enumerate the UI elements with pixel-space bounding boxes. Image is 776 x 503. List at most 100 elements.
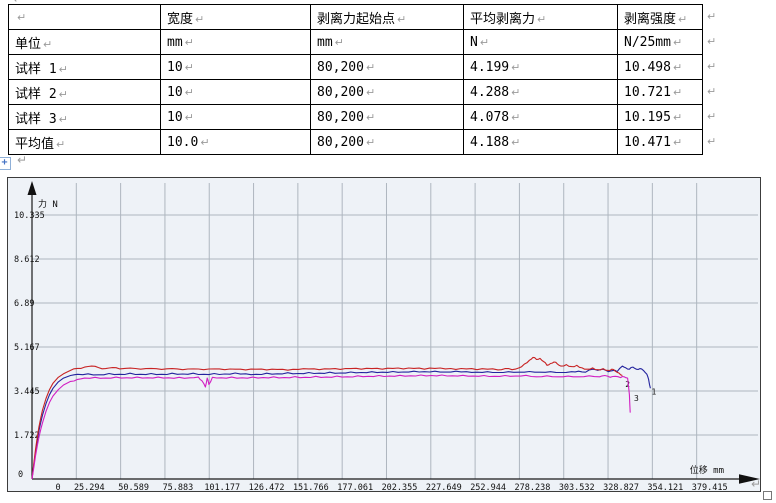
paragraph-mark: ↵ <box>17 10 27 24</box>
table-cell[interactable]: 单位 ↵ <box>8 29 161 55</box>
y-tick-label: 3.445 <box>14 387 40 397</box>
row-end-mark: ↵ <box>707 110 717 123</box>
series-end-label-1: 1 <box>651 388 656 397</box>
series-line-3 <box>31 374 631 480</box>
x-tick-label: 101.177 <box>204 483 240 491</box>
results-table: ↵ 宽度 ↵ 剥离力起始点 ↵ 平均剥离力 ↵ 剥离强度 ↵ 单位 ↵ mm ↵ mm ↵ N ↵ N/25mm ↵… <box>8 4 703 155</box>
cell-text: 剥离强度 <box>624 11 677 27</box>
table-cell[interactable]: 4.188 ↵ <box>463 129 618 155</box>
table-row: 试样 2 ↵ 10 ↵ 80,200 ↵ 4.288 ↵ 10.721 ↵ <box>8 79 703 105</box>
cell-text: 试样 2 <box>15 86 57 102</box>
table-cell[interactable]: 10.721 ↵ <box>617 79 703 105</box>
table-cell[interactable]: 剥离强度 ↵ <box>617 4 703 30</box>
row-end-mark: ↵ <box>707 10 717 23</box>
table-cell[interactable]: ↵ <box>8 4 161 30</box>
table-cell[interactable]: 平均剥离力 ↵ <box>463 4 618 30</box>
cell-text: mm <box>167 34 183 50</box>
paragraph-mark: ↵ <box>672 60 683 74</box>
cell-text: N <box>470 34 478 50</box>
paragraph-mark: ↵ <box>365 60 376 74</box>
paragraph-mark: ↵ <box>200 135 210 149</box>
row-end-marks: ↵ ↵ ↵ ↵ ↵ ↵ <box>707 4 716 154</box>
table-cell[interactable]: 试样 1 ↵ <box>8 54 161 80</box>
paragraph-mark: ↵ <box>56 137 66 151</box>
paragraph-mark: ↵ <box>672 135 683 149</box>
cell-text: 80,200 <box>317 134 364 150</box>
x-tick-label: 303.532 <box>559 483 595 491</box>
results-table-body: ↵ 宽度 ↵ 剥离力起始点 ↵ 平均剥离力 ↵ 剥离强度 ↵ 单位 ↵ mm ↵ mm ↵ N ↵ N/25mm ↵… <box>8 4 703 155</box>
x-axis-arrow-icon <box>739 474 760 484</box>
table-move-handle-icon[interactable]: + <box>0 157 11 170</box>
row-end-mark: ↵ <box>707 35 717 48</box>
paragraph-mark: ↵ <box>365 135 376 149</box>
table-cell[interactable]: 4.288 ↵ <box>463 79 618 105</box>
table-row: 单位 ↵ mm ↵ mm ↵ N ↵ N/25mm ↵ <box>8 29 703 55</box>
cell-text: 4.288 <box>470 84 510 100</box>
table-cell[interactable]: 平均值 ↵ <box>8 129 161 155</box>
table-cell[interactable]: 10.471 ↵ <box>617 129 703 155</box>
paragraph-mark: ↵ <box>537 12 547 26</box>
cell-text: 4.188 <box>470 134 510 150</box>
table-cell[interactable]: 10.0 ↵ <box>160 129 311 155</box>
table-cell[interactable]: 宽度 ↵ <box>160 4 311 30</box>
x-axis-title: 位移 mm <box>690 464 724 476</box>
table-cell[interactable]: 4.078 ↵ <box>463 104 618 130</box>
paragraph-mark: ↵ <box>511 135 521 149</box>
cell-text: N/25mm <box>624 34 671 50</box>
x-tick-label: 227.649 <box>426 483 462 491</box>
cell-text: 10.195 <box>624 109 671 125</box>
table-cell[interactable]: 试样 3 ↵ <box>8 104 161 130</box>
cell-text: 10.498 <box>624 59 671 75</box>
cell-text: 10 <box>167 109 183 125</box>
paragraph-mark: ↵ <box>672 35 683 49</box>
x-tick-label: 252.944 <box>470 483 506 491</box>
cell-text: 单位 <box>15 36 42 52</box>
table-cell[interactable]: N/25mm ↵ <box>617 29 703 55</box>
chart-svg: 0 1.722 3.445 5.167 6.89 8.612 10.335 0 25.294 50… <box>14 181 760 491</box>
table-cell[interactable]: 80,200 ↵ <box>310 104 464 130</box>
paragraph-mark: ↵ <box>672 85 683 99</box>
table-cell[interactable]: 10.498 ↵ <box>617 54 703 80</box>
table-cell[interactable]: N ↵ <box>463 29 618 55</box>
resize-handle-square[interactable] <box>763 491 772 500</box>
paragraph-mark: ↵ <box>58 112 68 126</box>
table-cell[interactable]: 10 ↵ <box>160 54 311 80</box>
table-cell[interactable]: 剥离力起始点 ↵ <box>310 4 464 30</box>
paragraph-mark: ↵ <box>334 35 344 49</box>
row-end-mark: ↵ <box>707 60 717 73</box>
table-cell[interactable]: 10 ↵ <box>160 79 311 105</box>
table-cell[interactable]: 80,200 ↵ <box>310 54 464 80</box>
y-tick-label: 6.89 <box>14 299 34 309</box>
table-cell[interactable]: 10.195 ↵ <box>617 104 703 130</box>
paragraph-mark: ↵ <box>17 153 28 167</box>
paragraph-mark: ↵ <box>13 0 23 6</box>
table-cell[interactable]: 10 ↵ <box>160 104 311 130</box>
table-cell[interactable]: mm ↵ <box>310 29 464 55</box>
chart-object[interactable]: 0 1.722 3.445 5.167 6.89 8.612 10.335 0 25.294 50… <box>7 177 761 492</box>
table-row: ↵ 宽度 ↵ 剥离力起始点 ↵ 平均剥离力 ↵ 剥离强度 ↵ <box>8 4 703 30</box>
table-cell[interactable]: mm ↵ <box>160 29 311 55</box>
y-tick-label: 10.335 <box>14 211 45 221</box>
table-cell[interactable]: 试样 2 ↵ <box>8 79 161 105</box>
table-cell[interactable]: 80,200 ↵ <box>310 79 464 105</box>
x-tick-label: 328.827 <box>603 483 639 491</box>
paragraph-mark: ↵ <box>58 87 68 101</box>
paragraph-mark: ↵ <box>195 12 205 26</box>
y-tick-label: 0 <box>18 470 23 480</box>
cell-text: 10 <box>167 84 183 100</box>
cell-text: 宽度 <box>167 11 194 27</box>
series-end-label-2: 2 <box>625 380 630 389</box>
table-cell[interactable]: 80,200 ↵ <box>310 129 464 155</box>
x-tick-label: 126.472 <box>249 483 285 491</box>
paragraph-mark: ↵ <box>678 12 688 26</box>
x-tick-label: 50.589 <box>118 483 149 491</box>
cell-text: mm <box>317 34 333 50</box>
paragraph-mark: ↵ <box>43 37 53 51</box>
paragraph-mark: ↵ <box>511 60 521 74</box>
series-line-2 <box>31 356 623 480</box>
x-tick-label: 151.766 <box>293 483 329 491</box>
table-cell[interactable]: 4.199 ↵ <box>463 54 618 80</box>
series-end-label-3: 3 <box>634 394 639 403</box>
x-tick-label: 0 <box>55 483 60 491</box>
paragraph-mark: ↵ <box>184 35 194 49</box>
